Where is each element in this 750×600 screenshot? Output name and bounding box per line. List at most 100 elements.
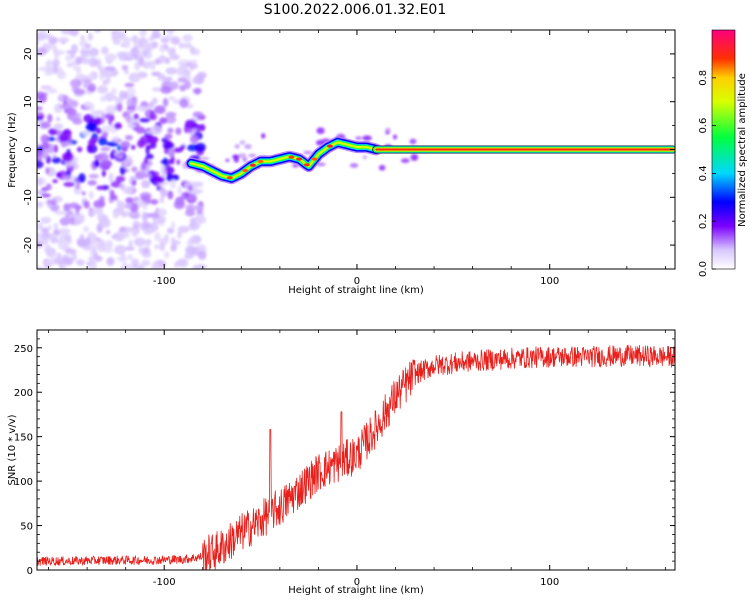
spectrogram-noise-blob	[88, 239, 100, 249]
spectrogram-noise-blob	[41, 235, 49, 245]
spectrogram-noise-blob	[261, 133, 266, 139]
spectrogram-noise-blob	[106, 257, 115, 266]
spectrogram-noise-blob	[126, 87, 136, 96]
spectrogram-noise-blob	[191, 48, 201, 56]
spectrogram-noise-blob	[124, 82, 135, 88]
spectrogram-noise-blob	[112, 212, 119, 219]
spectrogram-noise-blob	[95, 127, 102, 134]
spectrogram-noise-blob	[192, 111, 204, 118]
spectrogram-noise-blob	[130, 212, 141, 220]
spectrogram-noise-blob	[37, 106, 43, 111]
spectrogram-noise-blob	[138, 246, 143, 255]
spectrogram-noise-blob	[119, 90, 125, 96]
spectrogram-noise-blob	[124, 134, 134, 141]
spectrogram-noise-blob	[39, 121, 51, 129]
spectrogram-noise-blob	[97, 65, 105, 71]
y-tick-label: 10	[23, 95, 34, 108]
spectrogram-noise-blob	[48, 128, 58, 136]
spectrogram-noise-blob	[66, 62, 73, 68]
spectrogram-noise-blob	[161, 77, 173, 82]
spectrogram-noise-blob	[65, 54, 72, 62]
spectrogram-noise-blob	[46, 248, 57, 258]
spectrogram-noise-blob	[51, 157, 62, 164]
spectrogram-noise-blob	[126, 51, 132, 59]
spectrogram-hotspot	[249, 163, 256, 167]
spectrogram-noise-blob	[79, 234, 85, 239]
spectrogram-noise-blob	[104, 53, 116, 63]
spectrogram-noise-blob	[140, 221, 151, 230]
spectrogram-noise-blob	[197, 71, 207, 79]
spectrogram-noise-blob	[169, 179, 176, 189]
spectrogram-noise-blob	[96, 185, 104, 191]
y-tick-label: 150	[14, 433, 33, 444]
spectrogram-noise-blob	[171, 237, 176, 247]
spectrogram-noise-blob	[166, 30, 175, 34]
spectrogram-noise-blob	[124, 202, 133, 210]
spectrogram-noise-blob	[112, 95, 118, 101]
spectrogram-noise-blob	[173, 200, 186, 210]
x-tick-label: -100	[153, 577, 176, 588]
spectrogram-noise-blob	[75, 66, 82, 74]
spectrogram-noise-blob	[77, 238, 89, 248]
spectrogram-noise-blob	[142, 42, 149, 51]
spectrogram-noise-blob	[101, 113, 106, 122]
spectrogram-noise-blob	[141, 161, 147, 171]
spectrogram-noise-blob	[160, 85, 172, 94]
spectrogram-noise-blob	[37, 160, 44, 169]
spectrogram-noise-blob	[168, 81, 179, 90]
snr-series-line	[37, 344, 675, 570]
spectrogram-noise-blob	[88, 47, 99, 57]
spectrogram-noise-blob	[106, 141, 119, 147]
colorbar-gradient	[711, 29, 736, 270]
spectrogram-noise-blob	[127, 263, 135, 269]
spectrogram-noise-blob	[164, 233, 169, 242]
spectrogram-noise-blob	[183, 42, 193, 49]
spectrogram-noise-blob	[104, 66, 116, 71]
spectrogram-noise-blob	[122, 159, 128, 169]
spectrogram-noise-blob	[87, 32, 93, 41]
spectrogram-noise-blob	[100, 185, 110, 191]
spectrogram-noise-blob	[41, 227, 50, 234]
spectrogram-noise-blob	[88, 191, 94, 199]
colorbar-ticks: 0.0 0.2 0.4 0.6 0.8	[698, 70, 716, 277]
x-tick-label: 0	[354, 276, 360, 287]
spectrogram-noise-blob	[130, 46, 139, 57]
snr-x-label: Height of straight line (km)	[288, 585, 424, 596]
spectrogram-noise-blob	[55, 171, 62, 178]
spectrogram-noise-blob	[244, 144, 252, 150]
spectrogram-noise-blob	[233, 157, 240, 163]
spectrogram-noise-blob	[242, 157, 248, 162]
spectrogram-noise-blob	[111, 87, 117, 96]
spectrogram-noise-blob	[154, 171, 160, 176]
spectrogram-x-ticks: -100 0 100	[48, 30, 666, 287]
y-tick-label: 250	[14, 344, 33, 355]
spectrogram-noise-blob	[125, 113, 132, 123]
spectrogram-noise-blob	[154, 232, 161, 242]
spectrogram-noise-blob	[116, 144, 122, 152]
spectrogram-noise-blob	[98, 137, 108, 146]
spectrogram-noise-blob	[87, 139, 96, 147]
spectrogram-noise-blob	[198, 216, 207, 224]
spectrogram-noise-blob	[80, 35, 85, 41]
spectrogram-noise-blob	[409, 138, 417, 145]
spectrogram-noise-blob	[56, 70, 67, 80]
spectrogram-noise-blob	[40, 33, 53, 40]
spectrogram-noise-blob	[94, 255, 103, 262]
spectrogram-noise-blob	[69, 216, 75, 226]
spectrogram-noise-blob	[139, 135, 151, 145]
spectrogram-hotspot	[288, 155, 295, 159]
x-tick-label: 100	[540, 276, 559, 287]
spectrogram-noise-blob	[78, 173, 86, 183]
spectrogram-noise-blob	[112, 35, 122, 45]
spectrogram-noise-blob	[85, 236, 91, 247]
spectrogram-noise-blob	[118, 231, 131, 239]
spectrogram-noise-blob	[135, 126, 146, 134]
spectrogram-noise-blob	[128, 239, 133, 250]
spectrogram-noise-blob	[116, 198, 121, 206]
spectrogram-noise-blob	[105, 105, 117, 115]
y-tick-label: 100	[14, 477, 33, 488]
spectrogram-noise-blob	[37, 240, 43, 249]
spectrogram-noise-blob	[161, 167, 167, 178]
spectrogram-noise-blob	[85, 122, 98, 133]
